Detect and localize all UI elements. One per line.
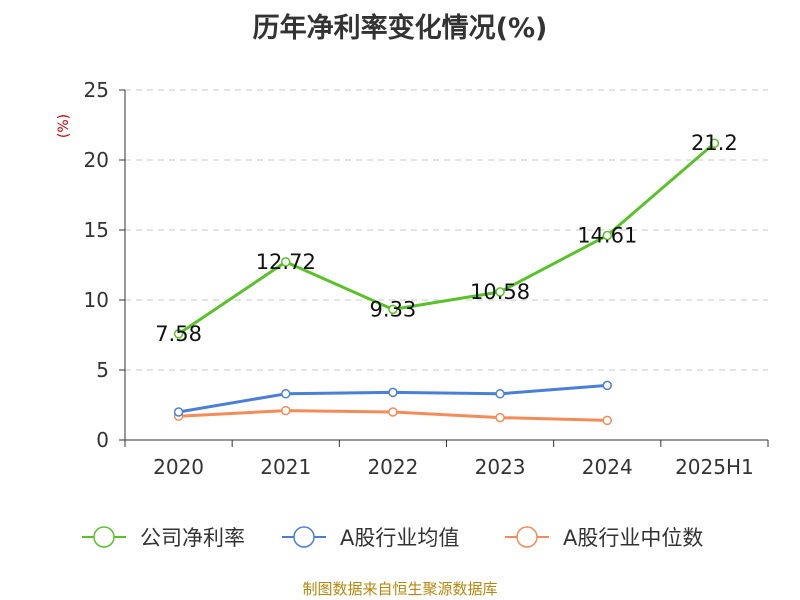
data-point: [281, 405, 291, 416]
data-point: [495, 287, 505, 297]
data-label: 21.2: [691, 131, 738, 155]
chart-title: 历年净利率变化情况(%): [252, 13, 548, 44]
data-point: [602, 415, 612, 426]
x-tick-label: 2024: [582, 455, 633, 479]
series-lines: [173, 138, 720, 426]
legend-label: 公司净利率: [140, 526, 245, 550]
y-tick-label: 0: [96, 428, 109, 452]
data-labels: 7.58 12.72 9.33 10.58 14.61 21.2: [155, 131, 738, 346]
legend-label: A股行业中位数: [563, 526, 703, 550]
data-point: [388, 407, 398, 417]
data-point: [173, 329, 184, 339]
x-tick-label: 2021: [260, 455, 311, 479]
gridlines: [125, 89, 768, 371]
data-point: [281, 257, 291, 267]
y-tick-label: 20: [84, 148, 109, 172]
y-tick-label: 5: [96, 358, 109, 382]
data-point: [495, 389, 505, 399]
data-label: 9.33: [370, 297, 417, 321]
data-point: [709, 138, 720, 148]
data-label: 7.58: [155, 322, 202, 346]
legend-swatch-marker: [293, 526, 315, 548]
data-point: [388, 387, 398, 398]
data-point: [388, 304, 398, 315]
legend-label: A股行业均值: [340, 526, 459, 550]
x-tick-label: 2025H1: [675, 455, 754, 479]
data-point: [281, 389, 291, 399]
source-note: 制图数据来自恒生聚源数据库: [302, 580, 498, 598]
data-label: 12.72: [256, 250, 316, 274]
series-line: [177, 142, 716, 336]
y-axis-label: (%): [56, 114, 72, 138]
legend-swatch-marker: [516, 526, 538, 548]
data-point: [173, 407, 184, 417]
y-tick-label: 10: [84, 288, 109, 312]
data-label: 10.58: [470, 280, 530, 304]
x-tick-label: 2023: [475, 455, 526, 479]
legend: 公司净利率 A股行业均值 A股行业中位数: [82, 526, 703, 550]
legend-swatch-marker: [93, 526, 115, 548]
data-label: 14.61: [577, 223, 637, 247]
data-point: [602, 380, 612, 391]
y-tick-label: 15: [84, 218, 109, 242]
x-tick-label: 2020: [153, 455, 204, 479]
axes: 0 5 10 15 20 25 2020 2021 2022 2023 2024 2025H1: [84, 78, 769, 479]
data-point: [602, 230, 612, 241]
data-point: [495, 412, 505, 423]
y-tick-label: 25: [84, 78, 109, 102]
x-tick-label: 2022: [367, 455, 418, 479]
